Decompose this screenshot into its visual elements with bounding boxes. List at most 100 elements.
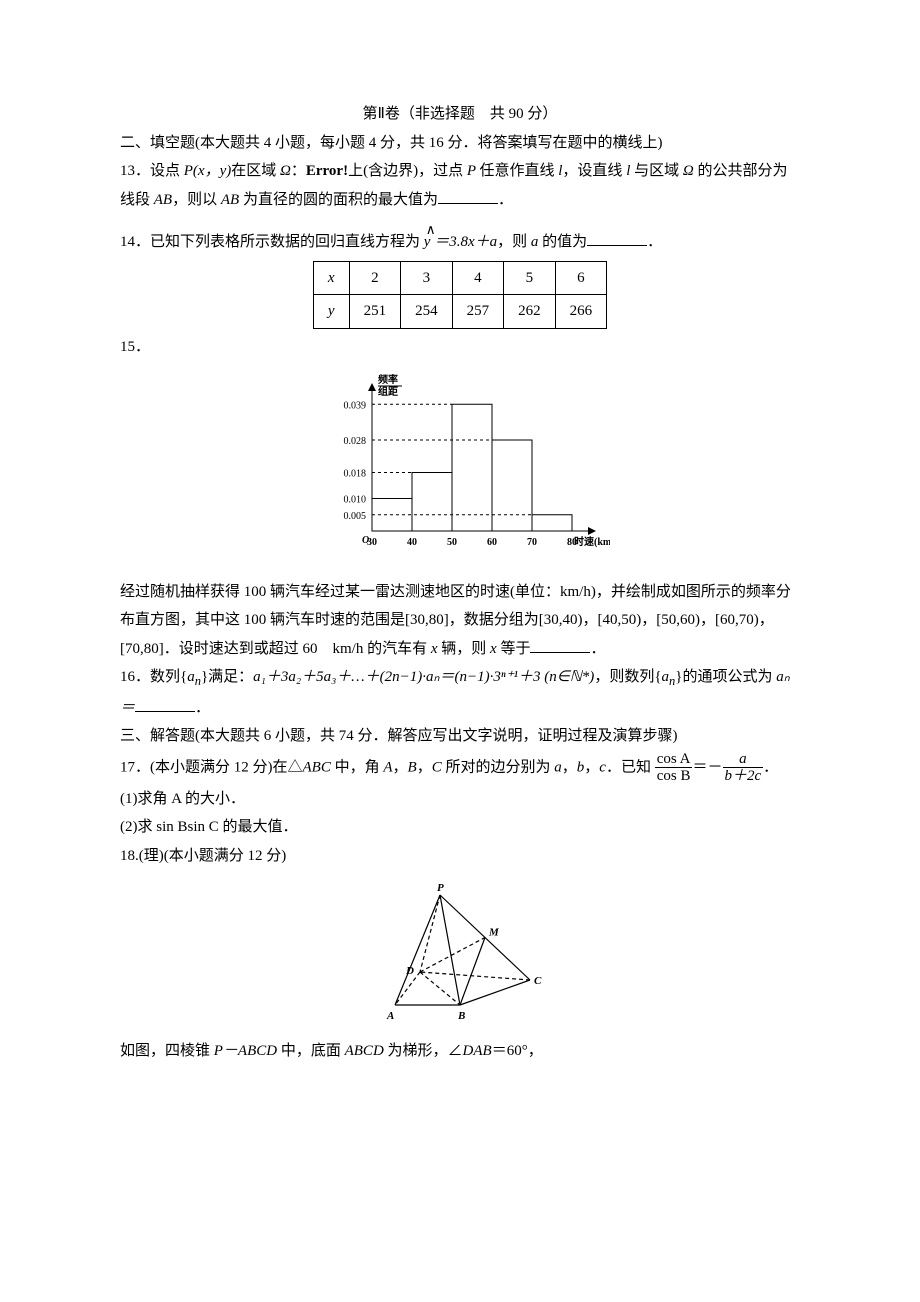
q17-ABC: ABC — [303, 759, 335, 775]
q16-m2: ，则数列{ — [594, 669, 661, 685]
q13-error: Error! — [306, 163, 348, 179]
q15-p2: 辆，则 — [441, 641, 490, 657]
q17-sub1: (1)求角 A 的大小． — [120, 785, 800, 814]
q15-para: 经过随机抽样获得 100 辆汽车经过某一雷达测速地区的时速(单位：km/h)，并… — [120, 578, 800, 664]
svg-text:A: A — [386, 1010, 394, 1020]
q13-omega: Ω — [280, 163, 291, 179]
solve-heading: 三、解答题(本大题共 6 小题，共 74 分．解答应写出文字说明，证明过程及演算… — [120, 722, 800, 751]
svg-text:组距: 组距 — [378, 385, 398, 398]
cell: 4 — [452, 261, 504, 295]
q16-expr: a₁＋3a₂＋5a₃＋…＋(2n−1)·aₙ＝(n−1)·3ⁿ⁺¹＋3 (n∈ℕ… — [253, 669, 594, 685]
cell: 5 — [504, 261, 556, 295]
q17-b: 中，角 — [335, 759, 384, 775]
q17-c4: ， — [584, 759, 599, 775]
q15-x1: x — [431, 641, 441, 657]
q14-prefix: 14．已知下列表格所示数据的回归直线方程为 — [120, 234, 424, 250]
q17-sub2: (2)求 sin Bsin C 的最大值． — [120, 813, 800, 842]
q13-t2: 上(含边界)，过点 — [348, 163, 467, 179]
q13-t1: 在区域 — [231, 163, 280, 179]
q18-head: 18.(理)(本小题满分 12 分) — [120, 842, 800, 871]
q17-a: 17．(本小题满分 12 分)在△ — [120, 759, 303, 775]
q18-pa: 如图，四棱锥 — [120, 1043, 214, 1059]
q14-tail: ． — [647, 234, 662, 250]
fill-in-heading: 二、填空题(本大题共 4 小题，每小题 4 分，共 16 分．将答案填写在题中的… — [120, 129, 800, 158]
q17-eq: ＝－ — [692, 759, 722, 775]
q16-tail: ． — [195, 700, 210, 716]
cell: 266 — [555, 295, 607, 329]
svg-text:70: 70 — [527, 537, 537, 548]
q16-a2: a — [662, 669, 670, 685]
frac-den: cos B — [655, 768, 693, 785]
cell: 251 — [349, 295, 401, 329]
q14: 14．已知下列表格所示数据的回归直线方程为 ∧y ＝3.8x＋a，则 a 的值为… — [120, 228, 800, 257]
q16-m3: }的通项公式为 — [675, 669, 776, 685]
svg-text:B: B — [457, 1010, 465, 1020]
q18-para: 如图，四棱锥 P－ABCD 中，底面 ABCD 为梯形，∠DAB＝60°， — [120, 1037, 800, 1066]
q16: 16．数列{an}满足：a₁＋3a₂＋5a₃＋…＋(2n−1)·aₙ＝(n−1)… — [120, 663, 800, 722]
ylabel: y — [313, 295, 349, 329]
q13-colon: ： — [291, 163, 306, 179]
q13-t8: 为直径的圆的面积的最大值为 — [243, 192, 438, 208]
q14-blank — [587, 230, 647, 246]
svg-text:0.005: 0.005 — [344, 511, 367, 522]
q16-m1: }满足： — [201, 669, 253, 685]
q18-figure: PMDCAB — [120, 880, 800, 1031]
q16-prefix: 16．数列{ — [120, 669, 187, 685]
q17-frac1: cos Acos B — [655, 751, 693, 785]
q18-pb: 中，底面 — [281, 1043, 345, 1059]
q13-t5: 与区域 — [634, 163, 683, 179]
q13: 13．设点 P(x，y)在区域 Ω：Error!上(含边界)，过点 P 任意作直… — [120, 157, 800, 214]
q15-tail: ． — [590, 641, 605, 657]
q17-c3: ， — [562, 759, 577, 775]
q18-pabcd: P－ABCD — [214, 1043, 281, 1059]
svg-text:50: 50 — [447, 537, 457, 548]
svg-text:频率: 频率 — [378, 373, 398, 386]
svg-text:C: C — [534, 975, 542, 987]
q15-blank — [530, 637, 590, 653]
svg-text:P: P — [437, 882, 444, 894]
q13-blank — [438, 188, 498, 204]
cell: 2 — [349, 261, 401, 295]
svg-text:0.028: 0.028 — [344, 436, 367, 447]
q17-ec: c — [599, 759, 606, 775]
q17: 17．(本小题满分 12 分)在△ABC 中，角 A，B，C 所对的边分别为 a… — [120, 751, 800, 785]
q17-c2: ， — [417, 759, 432, 775]
svg-text:时速(km/h): 时速(km/h) — [574, 535, 610, 548]
xlabel: x — [313, 261, 349, 295]
q14-mid: ，则 — [497, 234, 531, 250]
q17-C: C — [432, 759, 446, 775]
svg-text:0.018: 0.018 — [344, 469, 367, 480]
svg-text:O: O — [362, 535, 369, 546]
pyramid-svg: PMDCAB — [365, 880, 555, 1020]
svg-text:0.039: 0.039 — [344, 400, 367, 411]
cell: 254 — [401, 295, 453, 329]
svg-text:0.010: 0.010 — [344, 495, 367, 506]
q15-histogram: 0.0050.0100.0180.0280.039304050607080频率组… — [120, 371, 800, 572]
q17-A: A — [383, 759, 392, 775]
q15-p3: 等于 — [500, 641, 530, 657]
q18-abcd: ABCD — [345, 1043, 388, 1059]
q18-dab: DAB — [463, 1043, 492, 1059]
q14-mid2: 的值为 — [542, 234, 587, 250]
q17-d: ．已知 — [606, 759, 651, 775]
q13-omega2: Ω — [683, 163, 698, 179]
q15-x2: x — [490, 641, 500, 657]
svg-text:40: 40 — [407, 537, 417, 548]
q17-c: 所对的边分别为 — [446, 759, 555, 775]
q13-l2: l — [626, 163, 634, 179]
q13-P: P — [467, 163, 480, 179]
q14-a: a — [531, 234, 542, 250]
y-hat-icon: ∧y — [424, 228, 431, 257]
cell: 6 — [555, 261, 607, 295]
table-row: x 2 3 4 5 6 — [313, 261, 606, 295]
q18-pd: ＝60°， — [492, 1043, 543, 1059]
table-row: y 251 254 257 262 266 — [313, 295, 606, 329]
frac-den: b＋2c — [723, 768, 764, 785]
q16-blank — [135, 696, 195, 712]
cell: 262 — [504, 295, 556, 329]
q16-a: a — [187, 669, 195, 685]
q13-pxy: P(x，y) — [184, 163, 231, 179]
q17-c1: ， — [393, 759, 408, 775]
svg-text:M: M — [488, 927, 500, 939]
q13-t7: ，则以 — [172, 192, 221, 208]
